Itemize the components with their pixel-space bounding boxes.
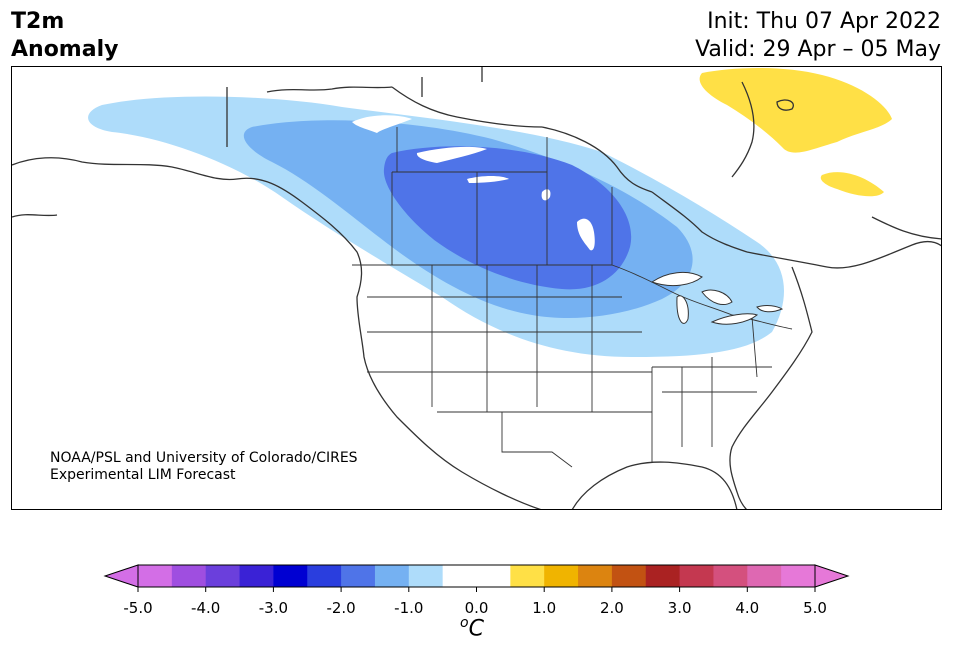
political-borders [352, 127, 793, 468]
colorbar-bin [171, 565, 207, 587]
colorbar-tick-label: 1.0 [532, 599, 556, 617]
map-svg [12, 67, 941, 509]
colorbar-tick-label: 4.0 [735, 599, 759, 617]
unit-degree: o [460, 615, 469, 631]
colorbar-tick-label: -5.0 [123, 599, 152, 617]
colorbar-bin [747, 565, 782, 587]
colorbar-bin [578, 565, 613, 587]
colorbar-bin [645, 565, 681, 587]
colorbar-unit: oC [460, 615, 484, 641]
colorbar-bin [239, 565, 274, 587]
colorbar-bin [205, 565, 241, 587]
great-lakes [650, 271, 784, 325]
colorbar-bin [510, 565, 545, 587]
colorbar-tick-label: -2.0 [326, 599, 355, 617]
colorbar-bins [138, 565, 816, 587]
valid-range: Valid: 29 Apr – 05 May [695, 37, 941, 62]
colorbar-bin [679, 565, 714, 587]
lake-great-slave [416, 146, 487, 163]
colorbar-bin [341, 565, 376, 587]
colorbar-bin [713, 565, 748, 587]
colorbar-bin [408, 565, 444, 587]
lake-athabasca [467, 176, 509, 183]
anomaly-fill-dark-blue [383, 146, 632, 290]
colorbar-tick-label: -4.0 [191, 599, 220, 617]
colorbar-tick-label: 3.0 [668, 599, 692, 617]
anomaly-fill-yellow-greenland [699, 68, 892, 153]
init-date: Init: Thu 07 Apr 2022 [707, 9, 941, 34]
colorbar-bin [442, 565, 477, 587]
lake-winnipeg [577, 218, 595, 251]
anomaly-map: NOAA/PSL and University of Colorado/CIRE… [11, 66, 942, 510]
colorbar-bin [374, 565, 410, 587]
colorbar-over-arrow [814, 564, 850, 588]
colorbar-tick-label: 5.0 [803, 599, 827, 617]
title-line-1: T2m [11, 9, 65, 34]
coastlines [12, 67, 941, 509]
colorbar-bin [307, 565, 342, 587]
colorbar-tick-label: -1.0 [394, 599, 423, 617]
title-line-2: Anomaly [11, 37, 119, 62]
colorbar-bin [138, 565, 173, 587]
colorbar-under-arrow [103, 564, 139, 588]
colorbar-ticks: -5.0 -4.0 -3.0 -2.0 -1.0 0.0 1.0 2.0 3.0 4.0 5.0 [123, 587, 827, 617]
unit-letter: C [468, 616, 484, 642]
map-title: T2m Anomaly [11, 8, 118, 64]
lake-great-bear [352, 115, 412, 133]
colorbar-bin [544, 565, 579, 587]
credit-text: NOAA/PSL and University of Colorado/CIRE… [50, 450, 358, 484]
colorbar-tick-label: -3.0 [259, 599, 288, 617]
colorbar-bin [781, 565, 816, 587]
colorbar-bin [273, 565, 308, 587]
credit-line-1: NOAA/PSL and University of Colorado/CIRE… [50, 450, 358, 466]
lake-winnipegosis [541, 189, 551, 201]
credit-line-2: Experimental LIM Forecast [50, 467, 236, 483]
anomaly-fill-yellow-hudson [820, 172, 884, 197]
forecast-info: Init: Thu 07 Apr 2022 Valid: 29 Apr – 05… [695, 8, 941, 64]
colorbar-bin [611, 565, 647, 587]
colorbar-tick-label: 0.0 [465, 599, 489, 617]
colorbar-tick-label: 2.0 [600, 599, 624, 617]
colorbar-bin [476, 565, 511, 587]
